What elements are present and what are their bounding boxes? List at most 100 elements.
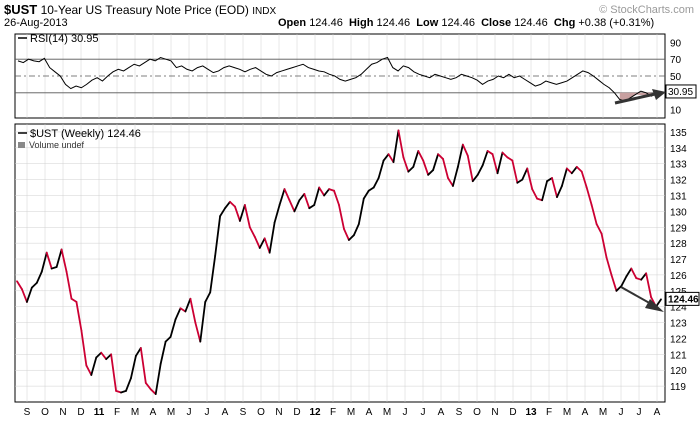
price-segment — [546, 177, 553, 183]
x-axis-label: A — [438, 407, 445, 418]
x-axis-label: D — [293, 407, 300, 418]
price-segment — [194, 321, 202, 343]
price-segment — [605, 256, 613, 276]
price-segment — [318, 186, 326, 197]
price-segment — [234, 205, 241, 222]
x-axis-label: M — [563, 407, 571, 418]
price-segment — [21, 288, 28, 303]
price-segment — [412, 150, 420, 168]
price-segment — [199, 301, 207, 343]
price-segment — [452, 165, 459, 187]
price-segment — [283, 188, 291, 202]
price-segment — [35, 270, 43, 284]
x-axis-label: J — [421, 407, 426, 418]
price-tick-label: 127 — [670, 255, 687, 266]
price-segment — [561, 167, 568, 187]
x-axis-label: M — [599, 407, 607, 418]
low-value: 124.46 — [441, 17, 475, 29]
price-segment — [432, 153, 439, 171]
x-axis-label: J — [205, 407, 210, 418]
price-segment — [263, 237, 271, 254]
price-segment — [506, 156, 514, 162]
price-segment — [95, 351, 103, 359]
price-segment — [30, 281, 38, 289]
rsi-line — [17, 56, 663, 102]
x-axis-label: F — [546, 407, 552, 418]
price-segment — [278, 188, 286, 206]
price-segment — [387, 153, 395, 164]
x-axis-label: 13 — [525, 407, 537, 418]
price-segment — [333, 189, 340, 206]
price-segment — [253, 235, 261, 249]
price-segment — [65, 270, 73, 300]
price-segment — [456, 143, 464, 168]
x-axis-label: J — [187, 407, 192, 418]
price-tick-label: 131 — [670, 191, 687, 202]
price-segment — [382, 153, 390, 162]
price-segment — [343, 227, 350, 241]
x-axis-label: A — [582, 407, 589, 418]
price-segment — [26, 286, 33, 303]
x-axis-label: D — [509, 407, 516, 418]
exchange-label: INDX — [252, 6, 277, 17]
price-segment — [442, 158, 449, 179]
price-value-label: 124.46 — [668, 294, 699, 305]
price-segment — [273, 204, 281, 224]
price-segment — [100, 351, 108, 361]
price-segment — [313, 186, 321, 206]
x-axis-label: A — [366, 407, 373, 418]
price-segment — [501, 151, 509, 159]
x-axis-label: M — [131, 407, 139, 418]
price-segment — [575, 165, 583, 173]
price-tick-label: 123 — [670, 319, 687, 330]
price-trend-arrow — [620, 286, 654, 306]
price-segment — [60, 248, 68, 273]
price-segment — [75, 301, 83, 332]
price-segment — [615, 285, 623, 292]
high-value: 124.46 — [376, 17, 411, 29]
price-segment — [55, 248, 63, 268]
high-label: High — [348, 17, 374, 29]
price-segment — [303, 192, 311, 210]
price-segment — [293, 199, 301, 213]
price-segment — [447, 177, 454, 187]
close-value: 124.46 — [514, 17, 548, 29]
price-segment — [348, 234, 355, 241]
ohlc-summary: Open 124.46 High 124.46 Low 124.46 Close… — [278, 17, 654, 29]
x-axis-label: M — [167, 407, 175, 418]
rsi-trend-arrowhead — [652, 89, 666, 100]
price-segment — [372, 177, 380, 189]
price-segment — [427, 169, 435, 176]
price-segment — [90, 356, 98, 376]
x-axis-label: N — [275, 407, 282, 418]
price-tick-label: 120 — [670, 366, 687, 377]
price-segment — [174, 307, 182, 321]
price-segment — [377, 159, 385, 179]
price-tick-label: 128 — [670, 239, 687, 250]
price-segment — [239, 204, 246, 222]
change-label: Chg — [553, 17, 576, 29]
watermark: © StockCharts.com — [599, 4, 694, 16]
price-segment — [204, 291, 212, 303]
price-segment — [149, 388, 157, 395]
rsi-tick-label: 50 — [670, 72, 682, 83]
price-segment — [134, 347, 142, 357]
price-segment — [85, 364, 93, 376]
x-axis-label: F — [114, 407, 120, 418]
price-segment — [105, 353, 113, 361]
price-tick-label: 129 — [670, 223, 687, 234]
rsi-tick-label: 90 — [670, 38, 682, 49]
x-axis-label: F — [330, 407, 336, 418]
x-axis-label: J — [619, 407, 624, 418]
price-segment — [630, 267, 638, 279]
price-segment — [397, 129, 405, 159]
rsi-tick-label: 70 — [670, 55, 682, 66]
ticker-symbol: $UST — [4, 2, 38, 17]
price-segment — [437, 153, 444, 160]
price-segment — [154, 362, 162, 395]
price-segment — [229, 200, 236, 208]
price-segment — [600, 232, 608, 259]
price-tick-label: 124 — [670, 303, 687, 314]
price-segment — [189, 297, 197, 324]
